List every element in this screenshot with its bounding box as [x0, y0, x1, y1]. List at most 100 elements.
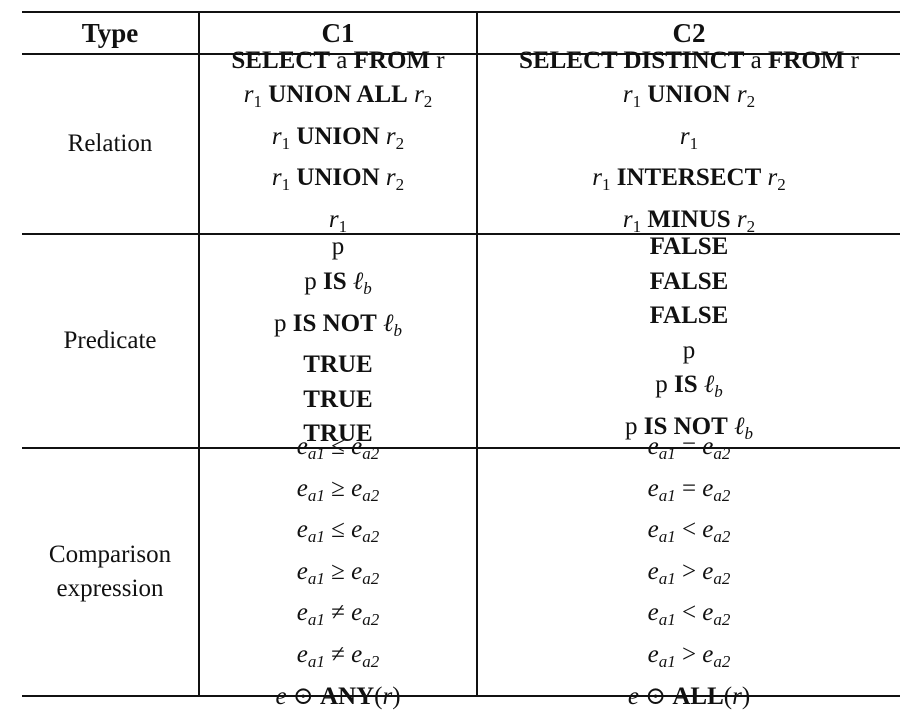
math-variable: e [647, 599, 659, 627]
cell-line: r1 UNION ALL r2 [244, 78, 433, 120]
subscript: a1 [307, 568, 325, 588]
math-variable: r [679, 122, 690, 150]
keyword: FALSE [649, 302, 729, 330]
text-token: > [675, 640, 703, 668]
math-variable: e [647, 474, 659, 502]
subscript: 2 [777, 175, 786, 195]
predicate-c2-cell: FALSE FALSE FALSE p p IS ℓb p IS NOT ℓb [478, 233, 900, 447]
math-variable: r [271, 164, 282, 192]
text-token: ) [741, 682, 751, 710]
text-token: r [844, 46, 859, 74]
subscript: b [744, 424, 753, 444]
text-token: p [304, 267, 323, 295]
math-variable: e [702, 474, 714, 502]
cell-line: r1 UNION r2 [623, 78, 755, 120]
math-variable: e [702, 557, 714, 585]
cell-line: ea1 ≤ ea2 [297, 513, 379, 555]
cell-line: FALSE [650, 265, 729, 300]
math-variable: ℓ [734, 413, 745, 440]
text-token: > [675, 557, 703, 585]
math-variable: e [351, 640, 363, 668]
subscript: a1 [658, 444, 676, 464]
math-variable: e [647, 516, 659, 544]
cell-line: p [683, 334, 696, 369]
cell-line: ea1 = ea2 [648, 472, 731, 514]
cell-line: r1 UNION r2 [272, 161, 404, 203]
header-rule [22, 53, 900, 55]
cell-line: p IS ℓb [304, 265, 372, 307]
text-token: p [655, 371, 674, 399]
math-variable: e [296, 640, 308, 668]
math-variable: e [647, 432, 659, 460]
math-variable: e [296, 557, 308, 585]
subscript: a2 [713, 652, 731, 672]
math-variable: e [296, 599, 308, 627]
text-token: ≤ [324, 432, 352, 460]
text-token: ≠ [324, 640, 352, 668]
subscript: 1 [632, 216, 642, 236]
text-token: a [330, 46, 354, 74]
cell-line: p IS NOT ℓb [625, 410, 753, 452]
subscript: b [363, 279, 372, 298]
relation-bottom-rule [22, 233, 900, 235]
keyword: UNION [296, 164, 380, 192]
math-variable: e [627, 682, 639, 710]
math-variable: e [351, 474, 363, 502]
subscript: a2 [362, 568, 380, 588]
subscript: 1 [281, 133, 291, 153]
predicate-bottom-rule [22, 447, 900, 449]
text-token: a [744, 46, 768, 74]
subscript: a2 [713, 568, 731, 588]
subscript: 2 [423, 92, 433, 112]
text-token: < [675, 599, 703, 627]
cell-line: FALSE [650, 230, 729, 265]
cell-line: ea1 ≠ ea2 [297, 638, 379, 680]
keyword: UNION [647, 81, 731, 109]
subscript: b [393, 320, 402, 340]
text-token: p [274, 309, 293, 337]
math-variable: e [296, 516, 308, 544]
cell-line: FALSE [650, 299, 729, 334]
text-token: = [675, 432, 703, 460]
relation-c1-cell: SELECT a FROM r r1 UNION ALL r2 r 1 UNION r… [200, 47, 476, 236]
comparison-type-cell: Comparison expression [22, 449, 198, 695]
text-token: p [625, 413, 644, 440]
text-token: ≠ [324, 599, 352, 627]
text-token: ≥ [324, 474, 352, 502]
math-variable: e [702, 599, 714, 627]
math-variable: r [328, 205, 339, 233]
subscript: a2 [713, 610, 731, 630]
cell-line: TRUE [303, 417, 372, 452]
math-variable: ℓ [703, 371, 715, 399]
cell-line: ea1 > ea2 [648, 638, 731, 680]
cell-line: SELECT DISTINCT a FROM r [519, 44, 859, 79]
text-token: ⊙ [286, 682, 320, 710]
text-token: r [430, 46, 445, 74]
text-token: p [682, 336, 696, 364]
subscript: b [714, 382, 723, 402]
keyword: INTERSECT [616, 164, 762, 192]
math-variable: e [296, 474, 308, 502]
subscript: a1 [658, 485, 676, 505]
keyword: FALSE [649, 233, 729, 261]
predicate-type-cell: Predicate [22, 235, 198, 447]
row-type-label: Relation [67, 130, 153, 157]
math-variable: r [736, 81, 747, 109]
text-token: p [331, 233, 345, 261]
keyword: MINUS [647, 205, 731, 233]
header-type: Type [81, 17, 139, 48]
subscript: a1 [307, 652, 325, 672]
column-divider-1 [198, 11, 200, 697]
math-variable: r [622, 205, 633, 233]
keyword: IS NOT [292, 309, 377, 337]
cell-line: ea1 ≠ ea2 [297, 596, 379, 638]
subscript: 2 [395, 175, 405, 195]
math-variable: r [622, 81, 633, 109]
subscript: 1 [632, 92, 642, 112]
row-type-label: Comparison [48, 541, 172, 568]
text-token: ) [392, 682, 401, 710]
math-variable: e [275, 682, 287, 710]
cell-line: SELECT a FROM r [231, 44, 444, 79]
math-variable: e [296, 432, 308, 460]
text-token: ( [374, 682, 383, 710]
